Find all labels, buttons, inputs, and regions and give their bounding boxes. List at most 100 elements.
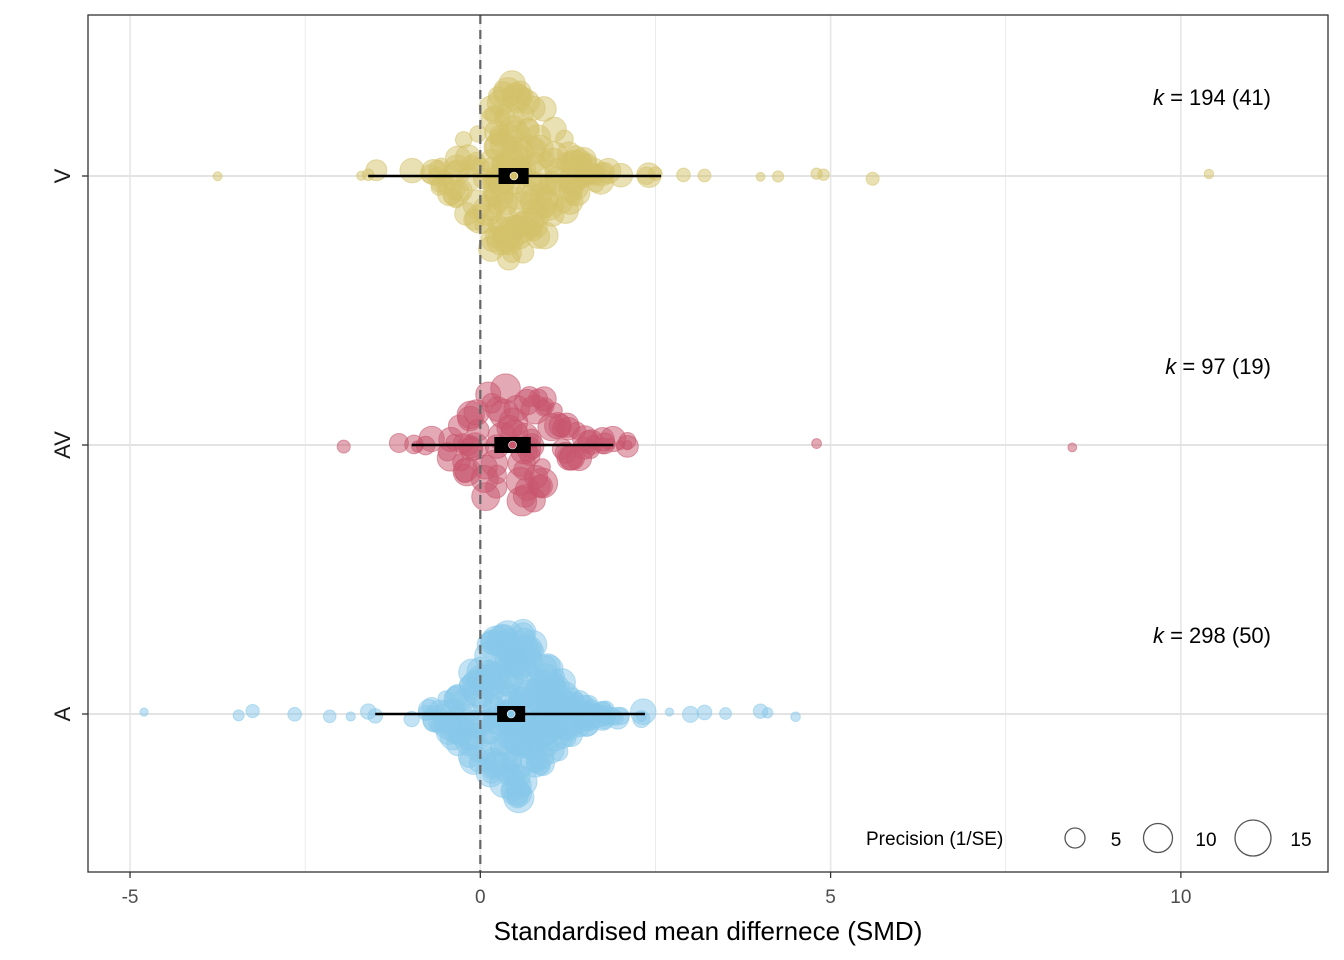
point-V [212, 171, 223, 182]
point-AV [388, 432, 409, 453]
point-V [502, 84, 532, 114]
y-tick-label: V [50, 168, 75, 183]
point-A [513, 627, 536, 650]
point-A [345, 711, 356, 722]
point-AV [336, 439, 351, 454]
k-label-AV: k = 97 (19) [1165, 354, 1271, 379]
x-tick-label: 0 [475, 887, 486, 908]
legend-title: Precision (1/SE) [866, 829, 1003, 850]
k-symbol: k [1165, 354, 1177, 379]
point-V [481, 174, 502, 195]
point-A [437, 690, 454, 707]
point-A [245, 703, 260, 719]
point-V [556, 141, 581, 166]
point-A [560, 730, 577, 747]
point-V [648, 166, 663, 181]
k-label-A: k = 298 (50) [1153, 623, 1271, 648]
point-V [497, 247, 521, 271]
point-AV [811, 438, 822, 449]
point-A [524, 740, 543, 759]
point-A [232, 709, 245, 722]
point-A [462, 675, 493, 706]
point-AV [472, 454, 498, 480]
point-AV [463, 399, 490, 426]
point-AV [556, 416, 581, 441]
point-A [512, 730, 531, 749]
k-label-V: k = 194 (41) [1153, 85, 1271, 110]
point-V [456, 166, 482, 192]
k-value: = 298 (50) [1164, 623, 1271, 648]
point-AV [512, 484, 537, 508]
x-axis-title: Standardised mean differnece (SMD) [494, 916, 923, 946]
point-V [489, 130, 518, 159]
point-A [536, 698, 560, 722]
point-V [676, 167, 691, 183]
point-A [463, 709, 480, 726]
k-symbol: k [1153, 85, 1165, 110]
point-V [533, 190, 564, 221]
point-V [755, 171, 766, 182]
point-A [322, 709, 337, 724]
point-A [548, 719, 567, 738]
point-A [719, 707, 732, 720]
point-A [139, 707, 149, 717]
point-A [586, 703, 610, 728]
point-A [452, 727, 470, 745]
legend-key-circle [1234, 819, 1272, 857]
panel-border [87, 14, 1329, 873]
point-A [664, 707, 675, 717]
y-tick-label: AV [50, 431, 75, 459]
estimate-marks [368, 168, 662, 722]
estimate-point-AV [508, 440, 517, 450]
point-V [472, 195, 504, 226]
point-A [508, 655, 531, 678]
point-A [367, 708, 384, 724]
point-AV [411, 440, 424, 453]
point-V [504, 216, 528, 240]
point-V [454, 131, 473, 149]
legend: Precision (1/SE) 5 10 15 [866, 819, 1312, 857]
point-AV [554, 441, 577, 464]
point-A [681, 705, 699, 723]
point-V [437, 181, 463, 207]
point-AV [531, 386, 557, 412]
legend-key-label: 15 [1290, 830, 1311, 851]
x-tick-label: 10 [1170, 887, 1191, 908]
point-V [587, 175, 605, 193]
point-A [790, 711, 801, 723]
point-V [771, 170, 785, 183]
point-V [525, 224, 551, 249]
point-V [531, 96, 557, 122]
point-V [1203, 168, 1215, 180]
legend-key-label: 10 [1195, 830, 1216, 851]
point-A [761, 707, 774, 719]
point-AV [1067, 442, 1078, 453]
k-annotations: k = 194 (41)k = 97 (19)k = 298 (50) [1153, 85, 1271, 648]
y-tick-label: A [50, 706, 75, 721]
legend-key-circle [1142, 822, 1174, 854]
k-value: = 97 (19) [1176, 354, 1271, 379]
point-V [361, 168, 375, 182]
point-V [697, 168, 712, 183]
x-axis: -5 0 5 10 [122, 872, 1191, 908]
k-value: = 194 (41) [1164, 85, 1271, 110]
point-V [865, 171, 880, 186]
estimate-point-A [506, 709, 516, 719]
point-V [399, 157, 425, 184]
k-symbol: k [1153, 623, 1165, 648]
legend-key-label: 5 [1111, 830, 1122, 851]
point-AV [622, 439, 633, 451]
point-A [475, 717, 503, 745]
point-A [489, 767, 520, 799]
legend-key-circle [1064, 827, 1086, 849]
estimate-point-V [509, 171, 519, 181]
y-axis: V AV A [50, 168, 88, 721]
point-AV [523, 464, 549, 490]
point-A [287, 707, 302, 722]
point-V [817, 168, 830, 181]
point-AV [437, 442, 458, 462]
x-tick-label: 5 [825, 887, 836, 908]
x-tick-label: -5 [122, 887, 139, 908]
